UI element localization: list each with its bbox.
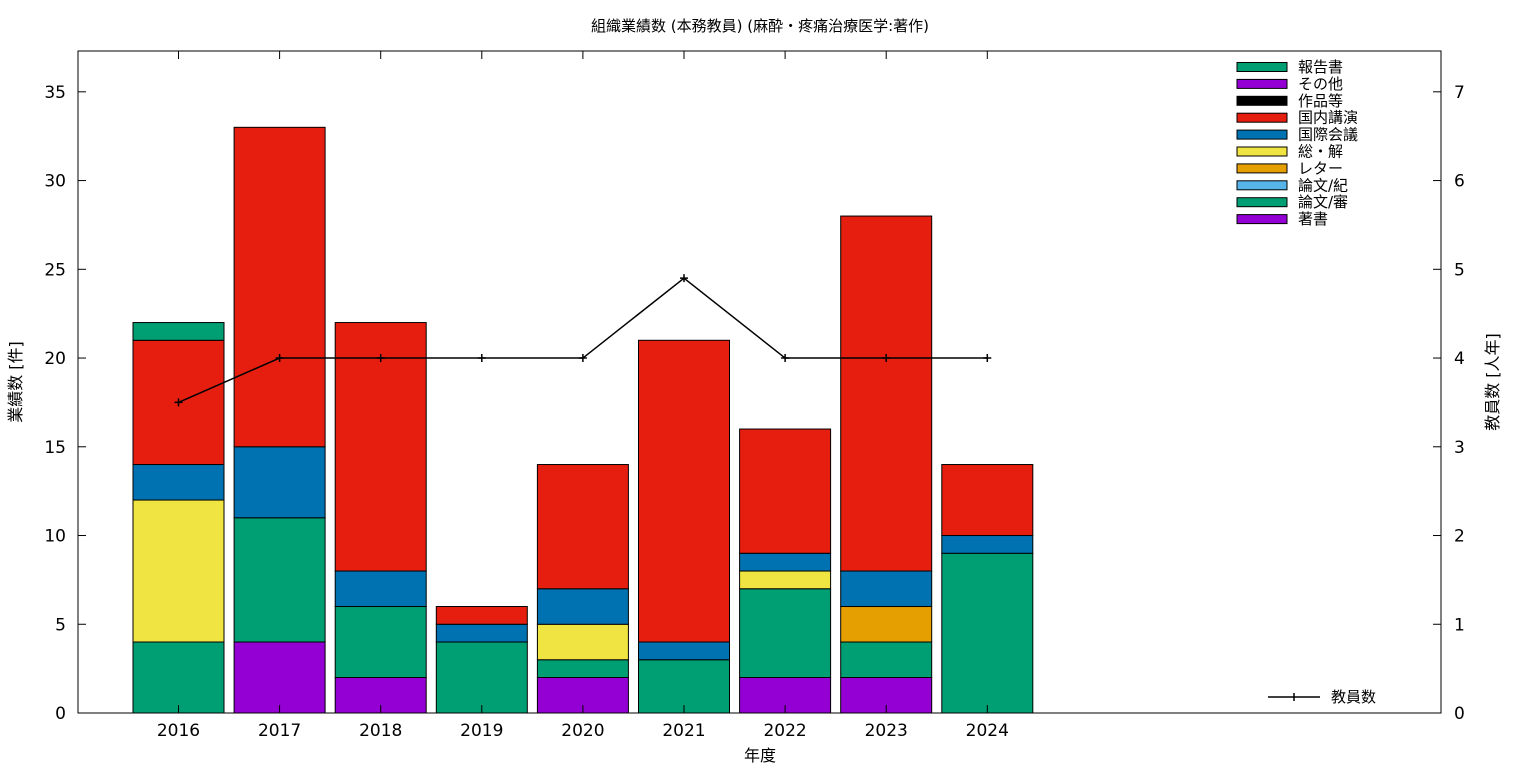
x-axis-label: 年度 — [744, 746, 776, 765]
bar-segment — [132, 499, 225, 643]
teacher-count-point — [983, 354, 992, 363]
bar-segment — [334, 322, 427, 572]
bar-segment — [739, 552, 832, 572]
y-tick-label: 20 — [44, 349, 66, 369]
x-axis: 2016 2017 2018 2019 2020 2021 2022 2023 2024 — [157, 51, 1009, 741]
x-tick-label: 2022 — [763, 721, 806, 741]
y-tick-label: 10 — [44, 527, 66, 547]
bar-segment — [638, 339, 730, 643]
y2-tick-label: 5 — [1454, 260, 1465, 280]
bar-segment — [739, 588, 832, 679]
teacher-count-point — [578, 354, 587, 363]
legend-label: 論文/審 — [1298, 193, 1348, 211]
teacher-count-point — [477, 354, 486, 363]
y2-tick-label: 6 — [1454, 172, 1465, 192]
bar-segment — [435, 641, 528, 714]
bar-segment — [536, 464, 629, 590]
x-tick-label: 2016 — [157, 721, 200, 741]
bar-segment — [840, 606, 933, 643]
legend-label: その他 — [1298, 75, 1343, 93]
x-tick-label: 2018 — [359, 721, 402, 741]
chart-title: 組織業績数 (本務教員) (麻酔・疼痛治療医学:著作) — [591, 17, 929, 35]
teacher-count-point — [781, 354, 790, 363]
line-layer — [174, 274, 992, 407]
bar-segment — [233, 446, 326, 519]
legend-label: 作品等 — [1298, 92, 1343, 110]
bar-segment — [233, 641, 326, 714]
legend-swatch — [1236, 112, 1288, 123]
legend-label: 総・解 — [1298, 143, 1343, 161]
y2-axis: 0 1 2 3 4 5 6 7 — [1433, 83, 1465, 724]
bar-segment — [941, 552, 1034, 714]
legend-swatch — [1236, 214, 1288, 225]
legend-swatch — [1236, 180, 1288, 191]
bar-segment — [132, 322, 225, 341]
y2-axis-label: 教員数 [人年] — [1483, 333, 1502, 431]
legend-swatch — [1236, 95, 1288, 106]
teacher-count-point — [882, 354, 891, 363]
bar-segment — [233, 517, 326, 643]
teacher-count-point — [174, 398, 183, 407]
bar-segment — [435, 623, 528, 643]
line-legend-label: 教員数 — [1331, 688, 1376, 706]
bar-segment — [739, 428, 832, 554]
legend-label: 国際会議 — [1298, 126, 1358, 144]
legend-swatch — [1236, 197, 1288, 208]
bar-segment — [941, 535, 1034, 554]
bar-segment — [941, 464, 1034, 537]
bar-segment — [132, 464, 225, 501]
line-legend: 教員数 — [1268, 688, 1376, 706]
teacher-count-point — [376, 354, 385, 363]
y-tick-label: 30 — [44, 172, 66, 192]
y2-tick-label: 4 — [1454, 349, 1465, 369]
bar-segment — [840, 641, 933, 679]
bar-segment — [840, 215, 933, 572]
teacher-count-point — [680, 274, 688, 283]
y2-tick-label: 1 — [1454, 615, 1465, 635]
y2-tick-label: 7 — [1454, 83, 1465, 103]
bar-segment — [132, 641, 225, 714]
x-tick-label: 2021 — [662, 721, 705, 741]
y-tick-label: 35 — [44, 83, 66, 103]
y2-tick-label: 0 — [1454, 704, 1465, 724]
plot-frame — [77, 50, 1442, 714]
x-tick-label: 2020 — [561, 721, 604, 741]
bar-segment — [638, 641, 730, 661]
bar-segment — [435, 606, 528, 625]
bar-segment — [536, 588, 629, 625]
legend-label: 報告書 — [1298, 58, 1343, 76]
bar-segment — [739, 570, 832, 590]
legend-swatch — [1236, 62, 1288, 72]
y-axis: 0 5 10 15 20 25 30 35 — [44, 83, 86, 724]
bar-segment — [840, 570, 933, 608]
bar-segment — [536, 623, 629, 661]
y2-tick-label: 2 — [1454, 527, 1465, 547]
legend-label: 著書 — [1298, 210, 1328, 228]
bar-segment — [334, 606, 427, 679]
teacher-count-point — [275, 354, 284, 363]
x-tick-label: 2024 — [966, 721, 1009, 741]
y-tick-label: 5 — [55, 615, 66, 635]
bar-segment — [536, 659, 629, 679]
y-tick-label: 15 — [44, 438, 66, 458]
x-tick-label: 2023 — [865, 721, 908, 741]
y2-tick-label: 3 — [1454, 438, 1465, 458]
legend-swatch — [1236, 146, 1288, 157]
bars-layer — [132, 126, 1034, 714]
legend-swatch — [1236, 129, 1288, 140]
legend-swatch — [1236, 78, 1288, 89]
bar-segment — [334, 570, 427, 608]
y-tick-label: 0 — [55, 704, 66, 724]
y-axis-label: 業績数 [件] — [6, 341, 25, 423]
legend-label: 論文/紀 — [1298, 176, 1348, 194]
y-tick-label: 25 — [44, 260, 66, 280]
legend-label: 国内講演 — [1298, 109, 1358, 127]
x-tick-label: 2019 — [460, 721, 503, 741]
legend-swatch — [1236, 163, 1288, 174]
legend-label: レター — [1298, 159, 1343, 177]
bar-segment — [233, 126, 326, 448]
x-tick-label: 2017 — [258, 721, 301, 741]
